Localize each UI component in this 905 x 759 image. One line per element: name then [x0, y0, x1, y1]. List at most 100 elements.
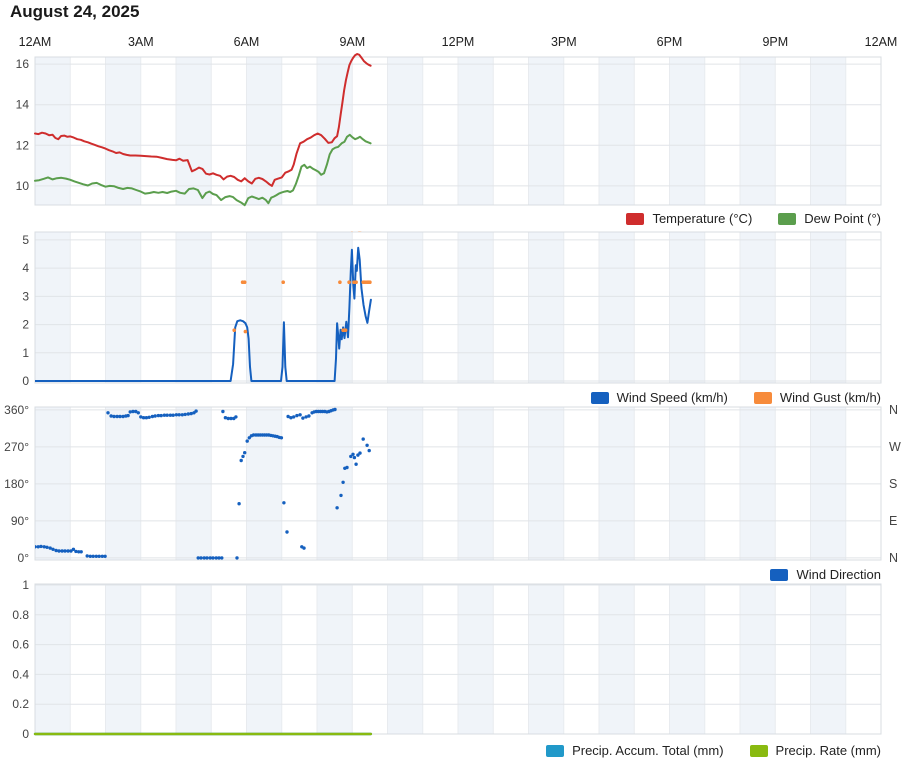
legend-item-precip-rate-mm-: Precip. Rate (mm) — [749, 743, 881, 758]
data-point — [171, 413, 175, 417]
hour-stripe — [810, 584, 846, 734]
data-point — [205, 556, 209, 560]
data-point — [345, 465, 349, 470]
hour-stripe — [35, 584, 71, 734]
data-point — [150, 414, 155, 419]
x-axis-tick-label: 3PM — [551, 35, 577, 49]
data-point — [357, 231, 360, 232]
data-point — [359, 231, 362, 232]
data-point — [177, 413, 181, 417]
data-point — [208, 556, 212, 560]
data-point — [229, 416, 233, 421]
data-point — [141, 416, 146, 420]
data-point — [365, 443, 369, 447]
data-point — [165, 413, 169, 417]
series-temperature-c- — [34, 53, 372, 187]
legend-precipitation: Precip. Accum. Total (mm) Precip. Rate (m… — [546, 742, 881, 759]
y-axis-tick-label: 0.6 — [12, 638, 29, 652]
series-wind-direction — [35, 407, 371, 560]
data-point — [211, 556, 215, 560]
y-axis-tick-label: 0 — [22, 374, 29, 388]
hour-stripe — [387, 232, 423, 383]
chart-precipitation: 1 0.8 0.6 0.4 0.2 0 — [12, 578, 882, 741]
data-point — [243, 451, 247, 455]
data-point — [292, 415, 296, 419]
data-point — [368, 280, 372, 285]
series-group — [35, 231, 372, 382]
y-axis-tick-label: 0.8 — [12, 608, 29, 622]
data-point — [126, 413, 130, 418]
data-point — [131, 409, 135, 414]
data-point — [162, 413, 167, 417]
data-point — [245, 439, 249, 443]
plot-border — [34, 56, 882, 206]
y-axis-tick-label: 16 — [16, 57, 30, 71]
data-point — [109, 414, 113, 418]
data-point — [36, 545, 40, 549]
y-axis-tick-label: 1 — [22, 346, 29, 360]
hour-stripe — [599, 584, 635, 734]
hour-stripe — [105, 232, 141, 383]
data-point — [186, 412, 190, 416]
data-point — [234, 415, 238, 419]
data-point — [189, 411, 193, 416]
legend-item-wind-direction: Wind Direction — [770, 567, 881, 582]
data-point — [128, 410, 132, 414]
hour-stripe — [669, 57, 705, 205]
hour-stripe — [105, 584, 141, 734]
data-point — [180, 413, 184, 417]
hour-stripe — [810, 232, 846, 383]
hour-stripe — [246, 584, 282, 734]
y-axis-tick-label: 0.2 — [12, 697, 29, 711]
x-axis-tick-label: 12PM — [442, 35, 475, 49]
data-point — [302, 546, 306, 550]
data-point — [333, 407, 337, 412]
y-axis-tick-label: 360° — [4, 403, 29, 417]
plot-border — [34, 583, 882, 735]
data-point — [35, 545, 37, 549]
legend-label: Wind Gust (km/h) — [779, 390, 881, 405]
chart-wind-direction: 360° N 270° W 180° S 90° E 0° N — [4, 403, 901, 565]
compass-tick-label: N — [889, 551, 898, 565]
data-point — [85, 554, 89, 558]
data-point — [354, 280, 358, 285]
data-point — [159, 413, 163, 418]
y-axis-tick-label: 2 — [22, 318, 29, 332]
legend-swatch — [749, 744, 768, 757]
data-point — [42, 545, 46, 549]
legend-swatch — [590, 391, 609, 404]
hour-stripe — [599, 232, 635, 383]
compass-tick-label: S — [889, 477, 897, 491]
y-axis-tick-label: 270° — [4, 440, 29, 454]
y-axis-tick-label: 12 — [16, 138, 30, 152]
hour-stripe — [176, 232, 212, 383]
hour-stripe — [176, 584, 212, 734]
x-axis-labels: 12AM 3AM 6AM 9AM 12PM 3PM 6PM 9PM 12AM — [19, 35, 898, 49]
data-point — [232, 328, 236, 333]
data-point — [112, 414, 116, 419]
data-point — [168, 413, 173, 417]
hour-stripe — [528, 57, 564, 205]
hour-stripe — [740, 232, 776, 383]
x-axis-tick-label: 9PM — [762, 35, 788, 49]
data-point — [134, 409, 138, 414]
y-axis-tick-label: 90° — [11, 514, 29, 528]
legend-wind-speed-gust: Wind Speed (km/h) Wind Gust (km/h) — [590, 389, 881, 406]
hour-stripe — [105, 57, 141, 205]
data-point — [139, 415, 143, 419]
data-point — [349, 454, 353, 459]
compass-tick-label: E — [889, 514, 897, 528]
y-axis-tick-label: 10 — [16, 179, 30, 193]
hour-stripe — [35, 57, 71, 205]
data-point — [239, 458, 243, 463]
data-point — [60, 549, 64, 553]
series-group — [35, 407, 371, 560]
data-point — [94, 554, 99, 558]
data-point — [183, 412, 187, 417]
y-axis-tick-label: 0° — [18, 551, 30, 565]
hour-stripe — [387, 57, 423, 205]
data-point — [194, 409, 198, 413]
data-point — [77, 550, 81, 554]
data-point — [202, 556, 206, 560]
data-point — [304, 415, 308, 419]
